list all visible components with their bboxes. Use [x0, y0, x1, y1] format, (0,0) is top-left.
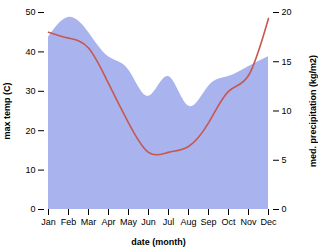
svg-text:date (month): date (month)	[131, 237, 186, 247]
svg-text:30: 30	[25, 86, 35, 96]
svg-text:20: 20	[25, 126, 35, 136]
svg-text:Feb: Feb	[61, 217, 77, 227]
svg-text:Jun: Jun	[141, 217, 156, 227]
svg-text:Jul: Jul	[163, 217, 175, 227]
svg-text:Dec: Dec	[260, 217, 277, 227]
svg-text:10: 10	[282, 106, 292, 116]
svg-text:0: 0	[282, 204, 287, 214]
svg-text:Apr: Apr	[101, 217, 115, 227]
svg-text:20: 20	[282, 7, 292, 17]
svg-text:Aug: Aug	[180, 217, 196, 227]
svg-text:5: 5	[282, 155, 287, 165]
svg-text:Mar: Mar	[81, 217, 97, 227]
svg-text:0: 0	[30, 204, 35, 214]
svg-text:Nov: Nov	[240, 217, 257, 227]
svg-text:med. precipitation (kg/m2): med. precipitation (kg/m2)	[308, 55, 318, 167]
svg-text:50: 50	[25, 7, 35, 17]
svg-text:max temp (C): max temp (C)	[2, 82, 12, 139]
svg-text:Jan: Jan	[41, 217, 56, 227]
svg-text:Oct: Oct	[221, 217, 236, 227]
svg-text:15: 15	[282, 57, 292, 67]
svg-text:10: 10	[25, 165, 35, 175]
svg-text:Sep: Sep	[200, 217, 216, 227]
svg-text:40: 40	[25, 47, 35, 57]
svg-text:May: May	[120, 217, 138, 227]
